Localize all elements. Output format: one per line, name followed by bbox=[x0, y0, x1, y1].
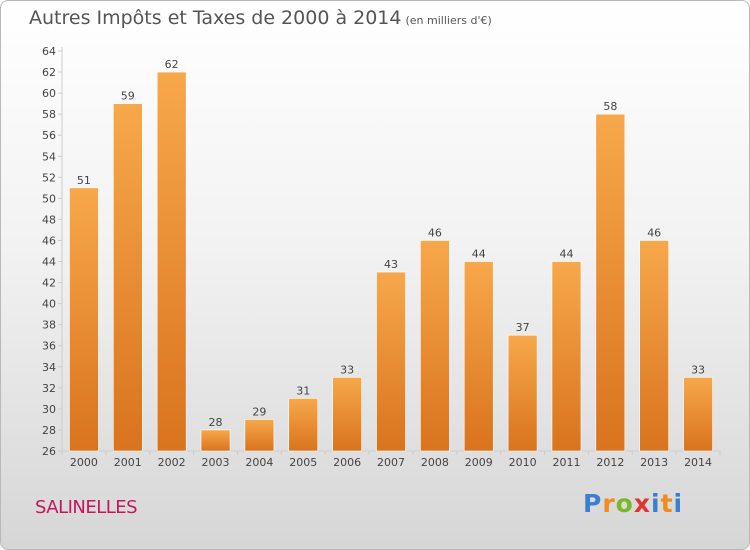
x-tick-label: 2008 bbox=[421, 456, 449, 469]
y-tick-label: 38 bbox=[42, 319, 56, 332]
y-tick-label: 56 bbox=[42, 129, 56, 142]
y-tick-label: 28 bbox=[42, 424, 56, 437]
data-label: 31 bbox=[296, 384, 310, 397]
x-tick-label: 2009 bbox=[465, 456, 493, 469]
logo-letter: P bbox=[583, 489, 603, 518]
x-tick-label: 2010 bbox=[509, 456, 537, 469]
x-tick-label: 2006 bbox=[333, 456, 361, 469]
bar bbox=[156, 71, 187, 452]
bar bbox=[420, 240, 450, 452]
bar bbox=[595, 113, 626, 452]
logo-letter: r bbox=[602, 489, 616, 518]
bar bbox=[200, 429, 231, 452]
proxiti-logo[interactable]: Proxiti bbox=[583, 489, 683, 518]
data-label: 62 bbox=[165, 58, 179, 71]
y-tick-label: 62 bbox=[42, 66, 56, 79]
data-label: 33 bbox=[691, 363, 705, 376]
x-tick-label: 2007 bbox=[377, 456, 405, 469]
y-tick-label: 54 bbox=[42, 150, 56, 163]
data-label: 46 bbox=[428, 226, 442, 239]
data-label: 51 bbox=[77, 174, 91, 187]
x-tick-label: 2000 bbox=[70, 456, 98, 469]
bar bbox=[288, 398, 319, 452]
data-labels: 51 59 62 28 29 31 33 43 46 44 37 44 58 46 33 bbox=[77, 58, 705, 429]
y-tick-label: 44 bbox=[42, 256, 56, 269]
y-axis: 26 28 30 32 34 36 38 40 42 44 46 48 50 52 54 56 58 60 62 64 bbox=[42, 45, 63, 458]
x-tick-label: 2004 bbox=[245, 456, 273, 469]
data-label: 37 bbox=[516, 321, 530, 334]
x-axis: 2000 2001 2002 2003 2004 2005 2006 2007 2008 2009… bbox=[61, 450, 721, 469]
y-tick-label: 26 bbox=[42, 445, 56, 458]
bar bbox=[113, 103, 143, 452]
y-tick-label: 36 bbox=[42, 340, 56, 353]
logo-letter: o bbox=[615, 489, 634, 518]
bar bbox=[332, 377, 362, 452]
chart-title: Autres Impôts et Taxes de 2000 à 2014 (en… bbox=[29, 7, 492, 29]
y-tick-label: 30 bbox=[42, 403, 56, 416]
bar bbox=[244, 419, 275, 452]
x-tick-label: 2003 bbox=[202, 456, 230, 469]
bar bbox=[463, 261, 494, 452]
y-tick-label: 34 bbox=[42, 361, 56, 374]
y-tick-label: 46 bbox=[42, 234, 56, 247]
bar bbox=[551, 261, 582, 452]
data-label: 28 bbox=[209, 416, 223, 429]
data-label: 58 bbox=[603, 100, 617, 113]
data-label: 29 bbox=[252, 405, 266, 418]
y-tick-label: 48 bbox=[42, 213, 56, 226]
y-tick-label: 52 bbox=[42, 171, 56, 184]
chart-unit: (en milliers d'€) bbox=[405, 14, 492, 27]
bar bbox=[507, 334, 538, 452]
x-tick-label: 2014 bbox=[684, 456, 712, 469]
x-tick-label: 2005 bbox=[289, 456, 317, 469]
data-label: 43 bbox=[384, 258, 398, 271]
logo-letter: x bbox=[633, 489, 651, 518]
chart-title-text: Autres Impôts et Taxes de 2000 à 2014 bbox=[29, 7, 402, 29]
data-label: 33 bbox=[340, 363, 354, 376]
bar bbox=[69, 187, 99, 452]
x-tick-label: 2011 bbox=[552, 456, 580, 469]
y-tick-label: 60 bbox=[42, 87, 56, 100]
x-tick-label: 2013 bbox=[640, 456, 668, 469]
data-label: 44 bbox=[472, 248, 486, 261]
x-tick-label: 2012 bbox=[596, 456, 624, 469]
y-tick-label: 40 bbox=[42, 298, 56, 311]
data-label: 59 bbox=[121, 90, 135, 103]
bar bbox=[639, 240, 670, 452]
bar bbox=[683, 377, 713, 452]
data-label: 46 bbox=[647, 226, 661, 239]
y-tick-label: 42 bbox=[42, 277, 56, 290]
logo-letter: i bbox=[673, 489, 684, 518]
logo-letter: i bbox=[651, 489, 661, 518]
y-tick-label: 32 bbox=[42, 382, 56, 395]
y-tick-label: 64 bbox=[42, 45, 56, 58]
x-tick-label: 2001 bbox=[114, 456, 142, 469]
logo-letter: t bbox=[660, 489, 674, 518]
x-tick-label: 2002 bbox=[158, 456, 186, 469]
data-label: 44 bbox=[559, 248, 573, 261]
y-tick-label: 50 bbox=[42, 192, 56, 205]
bars bbox=[69, 71, 713, 452]
bar bbox=[376, 271, 406, 452]
town-name: SALINELLES bbox=[35, 497, 138, 518]
y-tick-label: 58 bbox=[42, 108, 56, 121]
